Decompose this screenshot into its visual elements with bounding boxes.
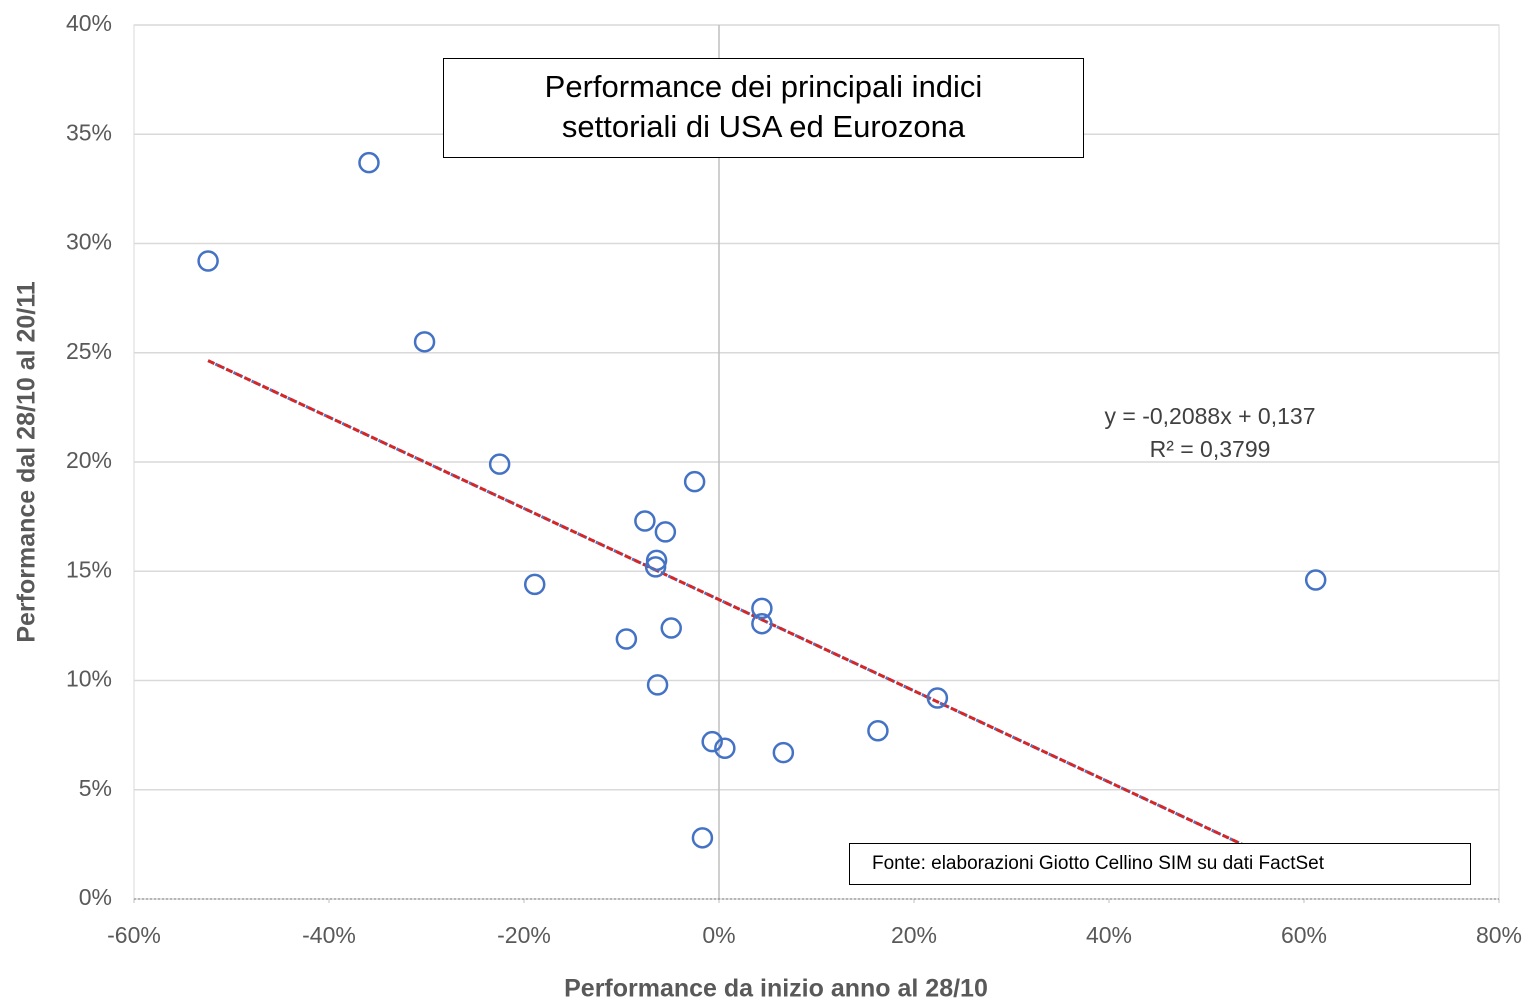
y-axis-label: Performance dal 28/10 al 20/11 <box>13 281 41 642</box>
point <box>523 573 546 596</box>
point <box>413 331 436 353</box>
equation: y = -0,2088x + 0,137 <box>1105 403 1316 429</box>
y-tick-label: 20% <box>66 447 112 473</box>
x-tick-label: 40% <box>1086 922 1132 948</box>
point <box>646 674 669 696</box>
x-tick-label: 0% <box>702 922 735 948</box>
title-line: Performance dei principali indici <box>544 69 983 104</box>
title-box: Performance dei principali indici settor… <box>443 58 1084 158</box>
x-tick-label: 60% <box>1281 922 1327 948</box>
point <box>634 510 656 532</box>
point <box>615 628 638 650</box>
y-tick-label: 30% <box>66 229 112 255</box>
point <box>660 617 682 639</box>
y-tick-label: 5% <box>79 775 112 801</box>
point <box>358 151 380 174</box>
point <box>1304 569 1327 591</box>
trendline <box>207 359 1291 868</box>
y-tick-label: 25% <box>66 338 112 364</box>
point <box>751 597 773 620</box>
source-box: Fonte: elaborazioni Giotto Cellino SIM s… <box>849 843 1471 885</box>
point <box>197 250 219 272</box>
x-axis-label: Performance da inizio anno al 28/10 <box>564 975 988 1003</box>
point <box>644 556 667 578</box>
x-tick-label: -60% <box>107 922 161 948</box>
point <box>645 549 668 572</box>
y-tick-label: 0% <box>79 884 112 910</box>
title-line: settoriali di USA ed Eurozona <box>561 109 966 144</box>
point <box>701 730 723 753</box>
x-tick-label: -20% <box>497 922 551 948</box>
point <box>867 720 889 742</box>
x-tick-label: 80% <box>1476 922 1522 948</box>
point <box>926 687 949 709</box>
y-tick-label: 35% <box>66 119 112 145</box>
y-tick-label: 40% <box>66 10 112 36</box>
point <box>683 470 706 493</box>
r-squared: R² = 0,3799 <box>1150 436 1271 462</box>
point <box>714 737 736 759</box>
point <box>488 453 511 475</box>
x-tick-label: -40% <box>302 922 356 948</box>
point <box>691 827 714 849</box>
y-tick-label: 10% <box>66 666 112 692</box>
point <box>772 741 795 764</box>
x-tick-label: 20% <box>891 922 937 948</box>
y-tick-label: 15% <box>66 556 112 582</box>
point <box>751 612 773 635</box>
point <box>654 521 677 543</box>
